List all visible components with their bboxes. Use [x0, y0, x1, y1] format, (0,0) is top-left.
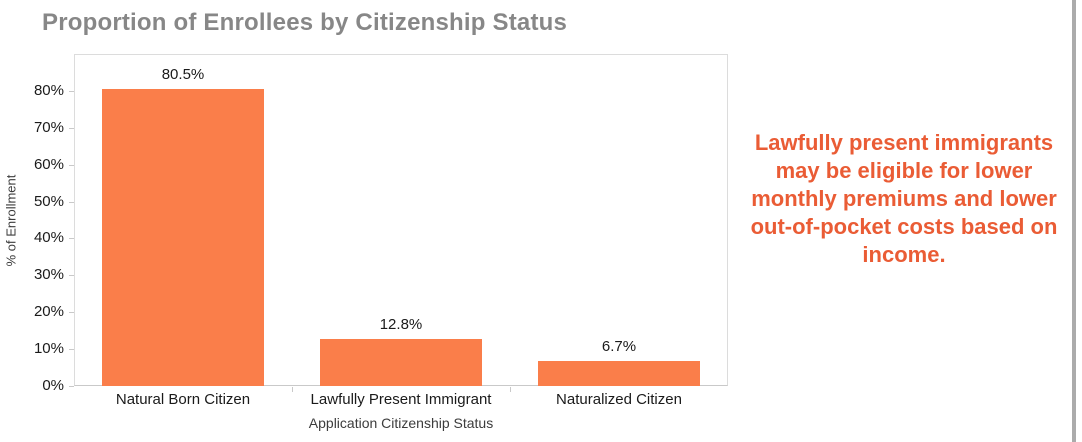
- x-tick-mark: [510, 387, 511, 392]
- bar: [102, 89, 264, 386]
- chart-title: Proportion of Enrollees by Citizenship S…: [42, 9, 568, 36]
- y-tick-mark: [69, 238, 74, 240]
- y-tick-label: 50%: [33, 192, 64, 210]
- x-category-label: Lawfully Present Immigrant: [310, 391, 492, 408]
- y-tick-mark: [69, 386, 74, 387]
- bar: [538, 361, 700, 386]
- y-tick-label: 80%: [33, 81, 64, 99]
- y-tick-mark: [69, 312, 74, 314]
- bar-value-label: 12.8%: [379, 315, 423, 333]
- x-category-label: Naturalized Citizen: [556, 391, 682, 408]
- bar-value-label: 6.7%: [601, 338, 637, 356]
- y-tick-mark: [69, 90, 74, 92]
- y-tick-mark: [69, 275, 74, 277]
- page-edge-divider: [1072, 0, 1076, 442]
- annotation-text: Lawfully present immigrants may be eligi…: [750, 130, 1058, 267]
- y-tick-label: 60%: [33, 155, 64, 173]
- x-axis-title: Application Citizenship Status: [308, 415, 494, 431]
- y-tick-mark: [69, 201, 74, 203]
- bar: [320, 338, 482, 386]
- x-category-label: Natural Born Citizen: [115, 391, 251, 408]
- bar-value-label: 80.5%: [161, 66, 205, 84]
- y-tick-mark: [69, 164, 74, 166]
- y-tick-label: 70%: [33, 118, 64, 136]
- y-tick-label: 30%: [33, 266, 64, 284]
- y-tick-label: 0%: [42, 377, 64, 394]
- y-tick-label: 20%: [33, 303, 64, 321]
- y-tick-label: 10%: [33, 340, 64, 358]
- y-tick-label: 40%: [33, 229, 64, 247]
- x-tick-mark: [292, 387, 293, 392]
- y-tick-mark: [69, 127, 74, 129]
- y-tick-mark: [69, 349, 74, 351]
